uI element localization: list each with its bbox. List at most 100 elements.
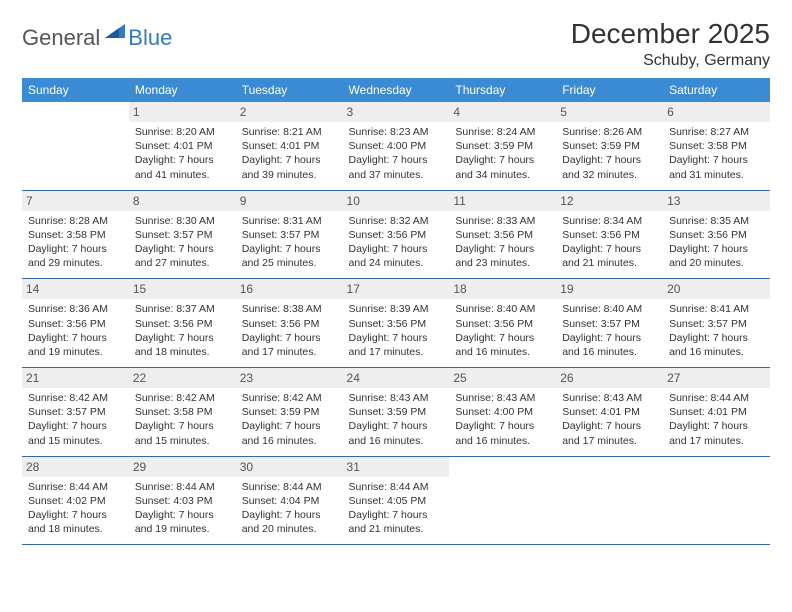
calendar-cell: 24Sunrise: 8:43 AMSunset: 3:59 PMDayligh… — [343, 368, 450, 457]
day-details: Sunrise: 8:36 AMSunset: 3:56 PMDaylight:… — [28, 302, 123, 359]
weekday-header: Thursday — [449, 78, 556, 102]
detail-line: Sunset: 3:57 PM — [562, 317, 657, 331]
calendar-week-row: 28Sunrise: 8:44 AMSunset: 4:02 PMDayligh… — [22, 456, 770, 545]
day-details: Sunrise: 8:40 AMSunset: 3:56 PMDaylight:… — [455, 302, 550, 359]
calendar-cell: 12Sunrise: 8:34 AMSunset: 3:56 PMDayligh… — [556, 190, 663, 279]
detail-line: Sunrise: 8:44 AM — [28, 480, 123, 494]
detail-line: and 20 minutes. — [669, 256, 764, 270]
detail-line: Sunset: 3:56 PM — [455, 228, 550, 242]
detail-line: Daylight: 7 hours — [349, 242, 444, 256]
day-number: 31 — [343, 457, 450, 477]
detail-line: Sunrise: 8:24 AM — [455, 125, 550, 139]
calendar-cell: 30Sunrise: 8:44 AMSunset: 4:04 PMDayligh… — [236, 456, 343, 545]
day-details: Sunrise: 8:44 AMSunset: 4:01 PMDaylight:… — [669, 391, 764, 448]
detail-line: and 24 minutes. — [349, 256, 444, 270]
logo-triangle-icon — [105, 22, 125, 43]
calendar-week-row: 7 Sunrise: 8:28 AMSunset: 3:58 PMDaylight… — [22, 190, 770, 279]
detail-line: and 37 minutes. — [349, 168, 444, 182]
day-details: Sunrise: 8:20 AMSunset: 4:01 PMDaylight:… — [135, 125, 230, 182]
detail-line: Daylight: 7 hours — [669, 419, 764, 433]
detail-line: Sunrise: 8:44 AM — [135, 480, 230, 494]
day-number: 7 — [22, 191, 129, 211]
day-number: 11 — [449, 191, 556, 211]
day-number: 24 — [343, 368, 450, 388]
day-number: 8 — [129, 191, 236, 211]
detail-line: Sunset: 4:04 PM — [242, 494, 337, 508]
detail-line: Sunset: 3:56 PM — [135, 317, 230, 331]
detail-line: Sunset: 3:58 PM — [669, 139, 764, 153]
day-number: 15 — [129, 279, 236, 299]
detail-line: Sunrise: 8:33 AM — [455, 214, 550, 228]
detail-line: Sunset: 3:59 PM — [562, 139, 657, 153]
calendar-cell: 10Sunrise: 8:32 AMSunset: 3:56 PMDayligh… — [343, 190, 450, 279]
day-details: Sunrise: 8:42 AMSunset: 3:58 PMDaylight:… — [135, 391, 230, 448]
detail-line: and 39 minutes. — [242, 168, 337, 182]
calendar-cell: 2Sunrise: 8:21 AMSunset: 4:01 PMDaylight… — [236, 102, 343, 190]
calendar-cell: 17Sunrise: 8:39 AMSunset: 3:56 PMDayligh… — [343, 279, 450, 368]
detail-line: and 19 minutes. — [28, 345, 123, 359]
day-number: 27 — [663, 368, 770, 388]
detail-line: and 16 minutes. — [242, 434, 337, 448]
day-number: 26 — [556, 368, 663, 388]
detail-line: Sunset: 3:56 PM — [455, 317, 550, 331]
detail-line: and 41 minutes. — [135, 168, 230, 182]
detail-line: and 16 minutes. — [669, 345, 764, 359]
detail-line: Daylight: 7 hours — [562, 331, 657, 345]
detail-line: and 23 minutes. — [455, 256, 550, 270]
detail-line: Sunrise: 8:44 AM — [669, 391, 764, 405]
detail-line: Sunrise: 8:30 AM — [135, 214, 230, 228]
weekday-header: Monday — [129, 78, 236, 102]
detail-line: Daylight: 7 hours — [455, 153, 550, 167]
detail-line: Sunrise: 8:23 AM — [349, 125, 444, 139]
detail-line: Daylight: 7 hours — [669, 153, 764, 167]
day-number: 29 — [129, 457, 236, 477]
detail-line: Sunrise: 8:40 AM — [562, 302, 657, 316]
day-number: 10 — [343, 191, 450, 211]
calendar-week-row: 14Sunrise: 8:36 AMSunset: 3:56 PMDayligh… — [22, 279, 770, 368]
detail-line: Sunrise: 8:43 AM — [455, 391, 550, 405]
calendar-cell — [663, 456, 770, 545]
detail-line: Sunset: 3:59 PM — [349, 405, 444, 419]
detail-line: and 17 minutes. — [562, 434, 657, 448]
logo-text-part2: Blue — [128, 25, 172, 51]
weekday-header: Wednesday — [343, 78, 450, 102]
calendar-cell: 3 Sunrise: 8:23 AMSunset: 4:00 PMDaylight… — [343, 102, 450, 190]
day-details: Sunrise: 8:28 AMSunset: 3:58 PMDaylight:… — [28, 214, 123, 271]
detail-line: Daylight: 7 hours — [349, 153, 444, 167]
logo: General Blue — [22, 22, 172, 53]
day-number: 12 — [556, 191, 663, 211]
detail-line: Daylight: 7 hours — [135, 419, 230, 433]
detail-line: Sunset: 3:57 PM — [669, 317, 764, 331]
detail-line: Daylight: 7 hours — [455, 242, 550, 256]
calendar-cell: 25Sunrise: 8:43 AMSunset: 4:00 PMDayligh… — [449, 368, 556, 457]
detail-line: Sunrise: 8:28 AM — [28, 214, 123, 228]
detail-line: Sunset: 3:59 PM — [455, 139, 550, 153]
calendar-cell: 27 Sunrise: 8:44 AMSunset: 4:01 PMDayligh… — [663, 368, 770, 457]
detail-line: and 21 minutes. — [349, 522, 444, 536]
detail-line: Sunrise: 8:37 AM — [135, 302, 230, 316]
detail-line: Sunset: 4:00 PM — [349, 139, 444, 153]
detail-line: and 19 minutes. — [135, 522, 230, 536]
detail-line: Sunset: 3:56 PM — [242, 317, 337, 331]
detail-line: Daylight: 7 hours — [562, 419, 657, 433]
detail-line: Sunset: 4:01 PM — [669, 405, 764, 419]
detail-line: Daylight: 7 hours — [242, 153, 337, 167]
detail-line: Daylight: 7 hours — [562, 242, 657, 256]
detail-line: Sunrise: 8:41 AM — [669, 302, 764, 316]
detail-line: and 31 minutes. — [669, 168, 764, 182]
detail-line: and 16 minutes. — [562, 345, 657, 359]
detail-line: Sunrise: 8:27 AM — [669, 125, 764, 139]
detail-line: and 18 minutes. — [135, 345, 230, 359]
detail-line: and 16 minutes. — [455, 345, 550, 359]
day-number: 18 — [449, 279, 556, 299]
calendar-cell: 28Sunrise: 8:44 AMSunset: 4:02 PMDayligh… — [22, 456, 129, 545]
calendar-table: SundayMondayTuesdayWednesdayThursdayFrid… — [22, 78, 770, 545]
day-details: Sunrise: 8:42 AMSunset: 3:59 PMDaylight:… — [242, 391, 337, 448]
detail-line: Sunset: 3:56 PM — [669, 228, 764, 242]
day-number: 3 — [343, 102, 450, 122]
detail-line: Sunrise: 8:35 AM — [669, 214, 764, 228]
detail-line: and 15 minutes. — [28, 434, 123, 448]
detail-line: and 16 minutes. — [455, 434, 550, 448]
detail-line: Daylight: 7 hours — [28, 508, 123, 522]
day-details: Sunrise: 8:21 AMSunset: 4:01 PMDaylight:… — [242, 125, 337, 182]
